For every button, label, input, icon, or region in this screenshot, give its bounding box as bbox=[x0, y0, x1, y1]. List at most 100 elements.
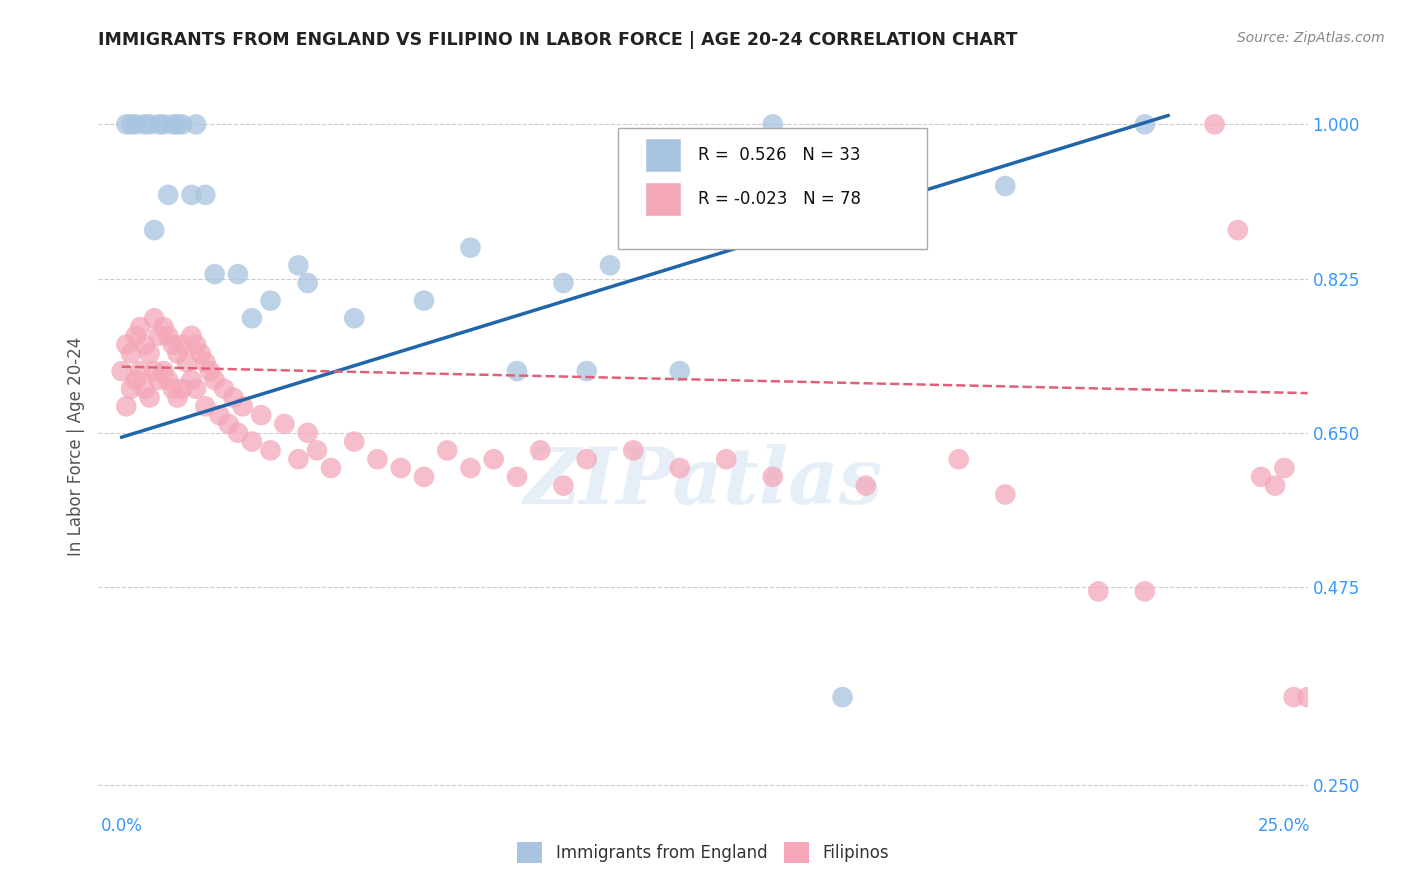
Point bbox=[575, 452, 598, 467]
Point bbox=[948, 452, 970, 467]
Point bbox=[143, 223, 166, 237]
Point bbox=[1264, 478, 1286, 492]
Point bbox=[222, 391, 245, 405]
Point bbox=[716, 452, 738, 467]
Point bbox=[115, 117, 138, 131]
Point bbox=[226, 267, 249, 281]
Point bbox=[184, 382, 207, 396]
Point bbox=[218, 417, 240, 431]
Point bbox=[143, 311, 166, 326]
Point bbox=[124, 329, 146, 343]
Point bbox=[148, 329, 170, 343]
Point bbox=[148, 373, 170, 387]
Point bbox=[129, 364, 152, 378]
Point bbox=[240, 311, 263, 326]
Point bbox=[172, 382, 194, 396]
Point bbox=[162, 382, 184, 396]
Point bbox=[436, 443, 458, 458]
Point bbox=[668, 364, 690, 378]
Point bbox=[575, 364, 598, 378]
Point bbox=[1133, 584, 1156, 599]
Point bbox=[831, 690, 853, 705]
Point bbox=[460, 461, 482, 475]
Point bbox=[240, 434, 263, 449]
Point bbox=[319, 461, 342, 475]
Point bbox=[120, 382, 142, 396]
Point bbox=[157, 187, 180, 202]
Point bbox=[184, 337, 207, 351]
Point bbox=[180, 373, 202, 387]
Point bbox=[553, 276, 575, 290]
Point bbox=[115, 337, 138, 351]
Point bbox=[138, 117, 160, 131]
Point bbox=[460, 241, 482, 255]
Point bbox=[250, 408, 273, 422]
Point bbox=[134, 117, 156, 131]
Point bbox=[129, 320, 152, 334]
Point bbox=[148, 117, 170, 131]
Point bbox=[343, 434, 366, 449]
Point bbox=[190, 346, 212, 360]
Point bbox=[232, 400, 254, 414]
Point bbox=[1133, 117, 1156, 131]
Point bbox=[1087, 584, 1109, 599]
FancyBboxPatch shape bbox=[619, 128, 927, 249]
Point bbox=[1250, 470, 1272, 484]
Point bbox=[553, 478, 575, 492]
Point bbox=[152, 117, 174, 131]
Point bbox=[204, 373, 226, 387]
Point bbox=[273, 417, 295, 431]
FancyBboxPatch shape bbox=[645, 182, 682, 217]
Point bbox=[124, 373, 146, 387]
Point bbox=[162, 337, 184, 351]
Point bbox=[1272, 461, 1295, 475]
Point bbox=[120, 117, 142, 131]
FancyBboxPatch shape bbox=[645, 138, 682, 172]
Point bbox=[226, 425, 249, 440]
Point bbox=[994, 179, 1017, 194]
Point bbox=[184, 117, 207, 131]
Point bbox=[297, 425, 319, 440]
Point bbox=[166, 346, 188, 360]
Point bbox=[994, 487, 1017, 501]
Point bbox=[111, 364, 134, 378]
Point bbox=[1282, 690, 1305, 705]
Point bbox=[138, 391, 160, 405]
Point bbox=[305, 443, 328, 458]
Text: IMMIGRANTS FROM ENGLAND VS FILIPINO IN LABOR FORCE | AGE 20-24 CORRELATION CHART: IMMIGRANTS FROM ENGLAND VS FILIPINO IN L… bbox=[98, 31, 1018, 49]
Point bbox=[343, 311, 366, 326]
Point bbox=[198, 364, 221, 378]
Point bbox=[506, 470, 529, 484]
Point bbox=[134, 382, 156, 396]
Point bbox=[115, 400, 138, 414]
Point bbox=[180, 329, 202, 343]
Point bbox=[194, 355, 217, 369]
Point bbox=[166, 117, 188, 131]
Point bbox=[180, 187, 202, 202]
Point bbox=[204, 267, 226, 281]
Point bbox=[855, 478, 877, 492]
Point bbox=[120, 346, 142, 360]
Point bbox=[212, 382, 235, 396]
Point bbox=[166, 391, 188, 405]
Point bbox=[259, 293, 281, 308]
Point bbox=[529, 443, 551, 458]
Point bbox=[621, 443, 644, 458]
Point bbox=[176, 355, 198, 369]
Point bbox=[762, 470, 785, 484]
Point bbox=[157, 329, 180, 343]
Point bbox=[366, 452, 388, 467]
Text: R = -0.023   N = 78: R = -0.023 N = 78 bbox=[699, 190, 860, 208]
Point bbox=[413, 470, 436, 484]
Point bbox=[482, 452, 505, 467]
Point bbox=[506, 364, 529, 378]
Y-axis label: In Labor Force | Age 20-24: In Labor Force | Age 20-24 bbox=[66, 336, 84, 556]
Point bbox=[152, 364, 174, 378]
Point bbox=[172, 337, 194, 351]
Point bbox=[1204, 117, 1226, 131]
Point bbox=[287, 258, 309, 272]
Point bbox=[389, 461, 412, 475]
Point bbox=[599, 258, 621, 272]
Point bbox=[297, 276, 319, 290]
Text: R =  0.526   N = 33: R = 0.526 N = 33 bbox=[699, 146, 860, 164]
